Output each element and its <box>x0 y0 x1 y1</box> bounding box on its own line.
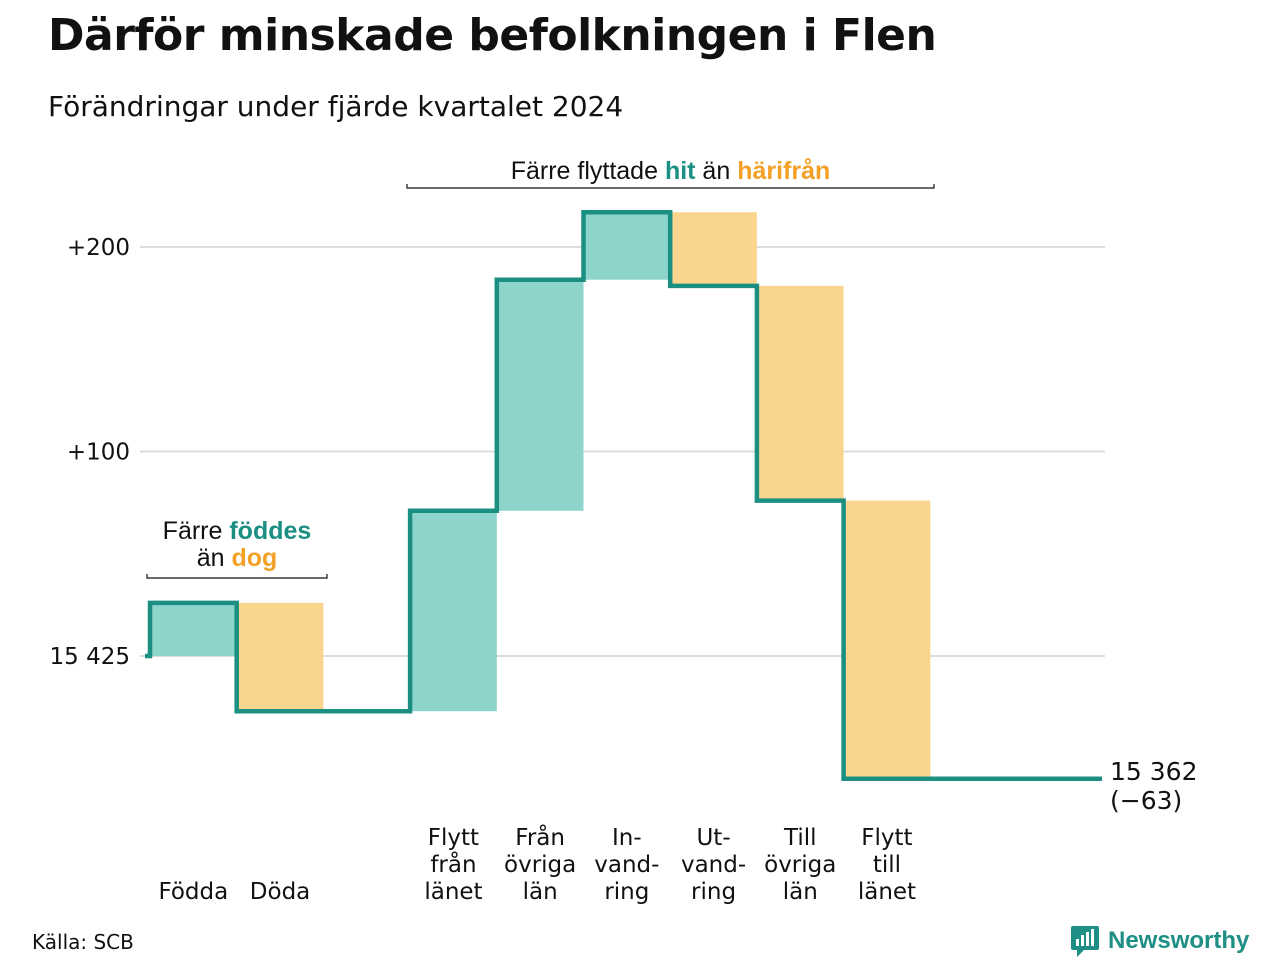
waterfall-bar <box>583 212 671 280</box>
x-axis-label: ring <box>604 879 649 905</box>
y-tick-label: +200 <box>67 235 130 261</box>
waterfall-bar <box>410 510 497 712</box>
x-axis-label: Flytt <box>428 825 479 851</box>
x-axis-label: från <box>430 850 476 878</box>
y-tick-label: 15 425 <box>50 644 130 670</box>
brand-name: Newsworthy <box>1108 927 1250 954</box>
x-axis-label: länet <box>858 879 916 905</box>
annotation-bracket <box>406 184 935 189</box>
x-axis-label: län <box>523 879 558 905</box>
annotation-bracket <box>146 574 328 579</box>
step-line <box>145 209 1102 781</box>
chart-title: Därför minskade befolkningen i Flen <box>48 10 937 61</box>
x-axis-label: vand- <box>594 852 659 878</box>
x-axis-label: ring <box>691 879 736 905</box>
waterfall-bar <box>670 212 757 286</box>
grid-lines <box>140 246 1105 657</box>
x-axis-label: län <box>783 879 818 905</box>
y-axis-ticks: +200 +100 15 425 <box>50 235 130 670</box>
annotation-migration: Färre flyttade hit än härifrån <box>511 157 831 185</box>
end-value-labels: 15 362(−63) <box>1110 757 1197 815</box>
x-axis-label: till <box>873 852 901 878</box>
x-axis-label: övriga <box>504 852 576 878</box>
source-note: Källa: SCB <box>32 930 134 954</box>
annotation-births-deaths: än dog <box>197 544 278 572</box>
x-axis-label: övriga <box>764 852 836 878</box>
x-axis-label: Födda <box>158 879 228 905</box>
x-axis-label: Döda <box>250 879 310 905</box>
step-line-group <box>145 209 1102 781</box>
x-axis-label: vand- <box>681 852 746 878</box>
end-value-label: 15 362 <box>1110 757 1197 786</box>
x-axis-labels: Födda DödaFlyttfrånlänetFrånövrigalänIn-v… <box>158 823 916 905</box>
bars <box>150 212 931 779</box>
waterfall-bar <box>150 602 237 656</box>
x-axis-label: länet <box>424 879 482 905</box>
x-axis-label: In- <box>612 825 642 851</box>
chart-subtitle: Förändringar under fjärde kvartalet 2024 <box>48 90 624 123</box>
x-axis-label: Från <box>515 823 565 851</box>
y-tick-label: +100 <box>67 440 130 466</box>
brand-logo: Newsworthy <box>1070 924 1249 958</box>
waterfall-bar <box>756 285 844 501</box>
waterfall-bar <box>843 500 931 779</box>
x-axis-label: Ut- <box>696 825 730 851</box>
newsworthy-logo-icon <box>1071 926 1099 957</box>
x-axis-label: Till <box>783 825 817 851</box>
end-change-label: (−63) <box>1110 786 1182 815</box>
waterfall-bar <box>496 279 584 511</box>
waterfall-bar <box>236 602 324 712</box>
annotation-births-deaths: Färre föddes <box>163 517 312 545</box>
x-axis-label: Flytt <box>861 825 912 851</box>
